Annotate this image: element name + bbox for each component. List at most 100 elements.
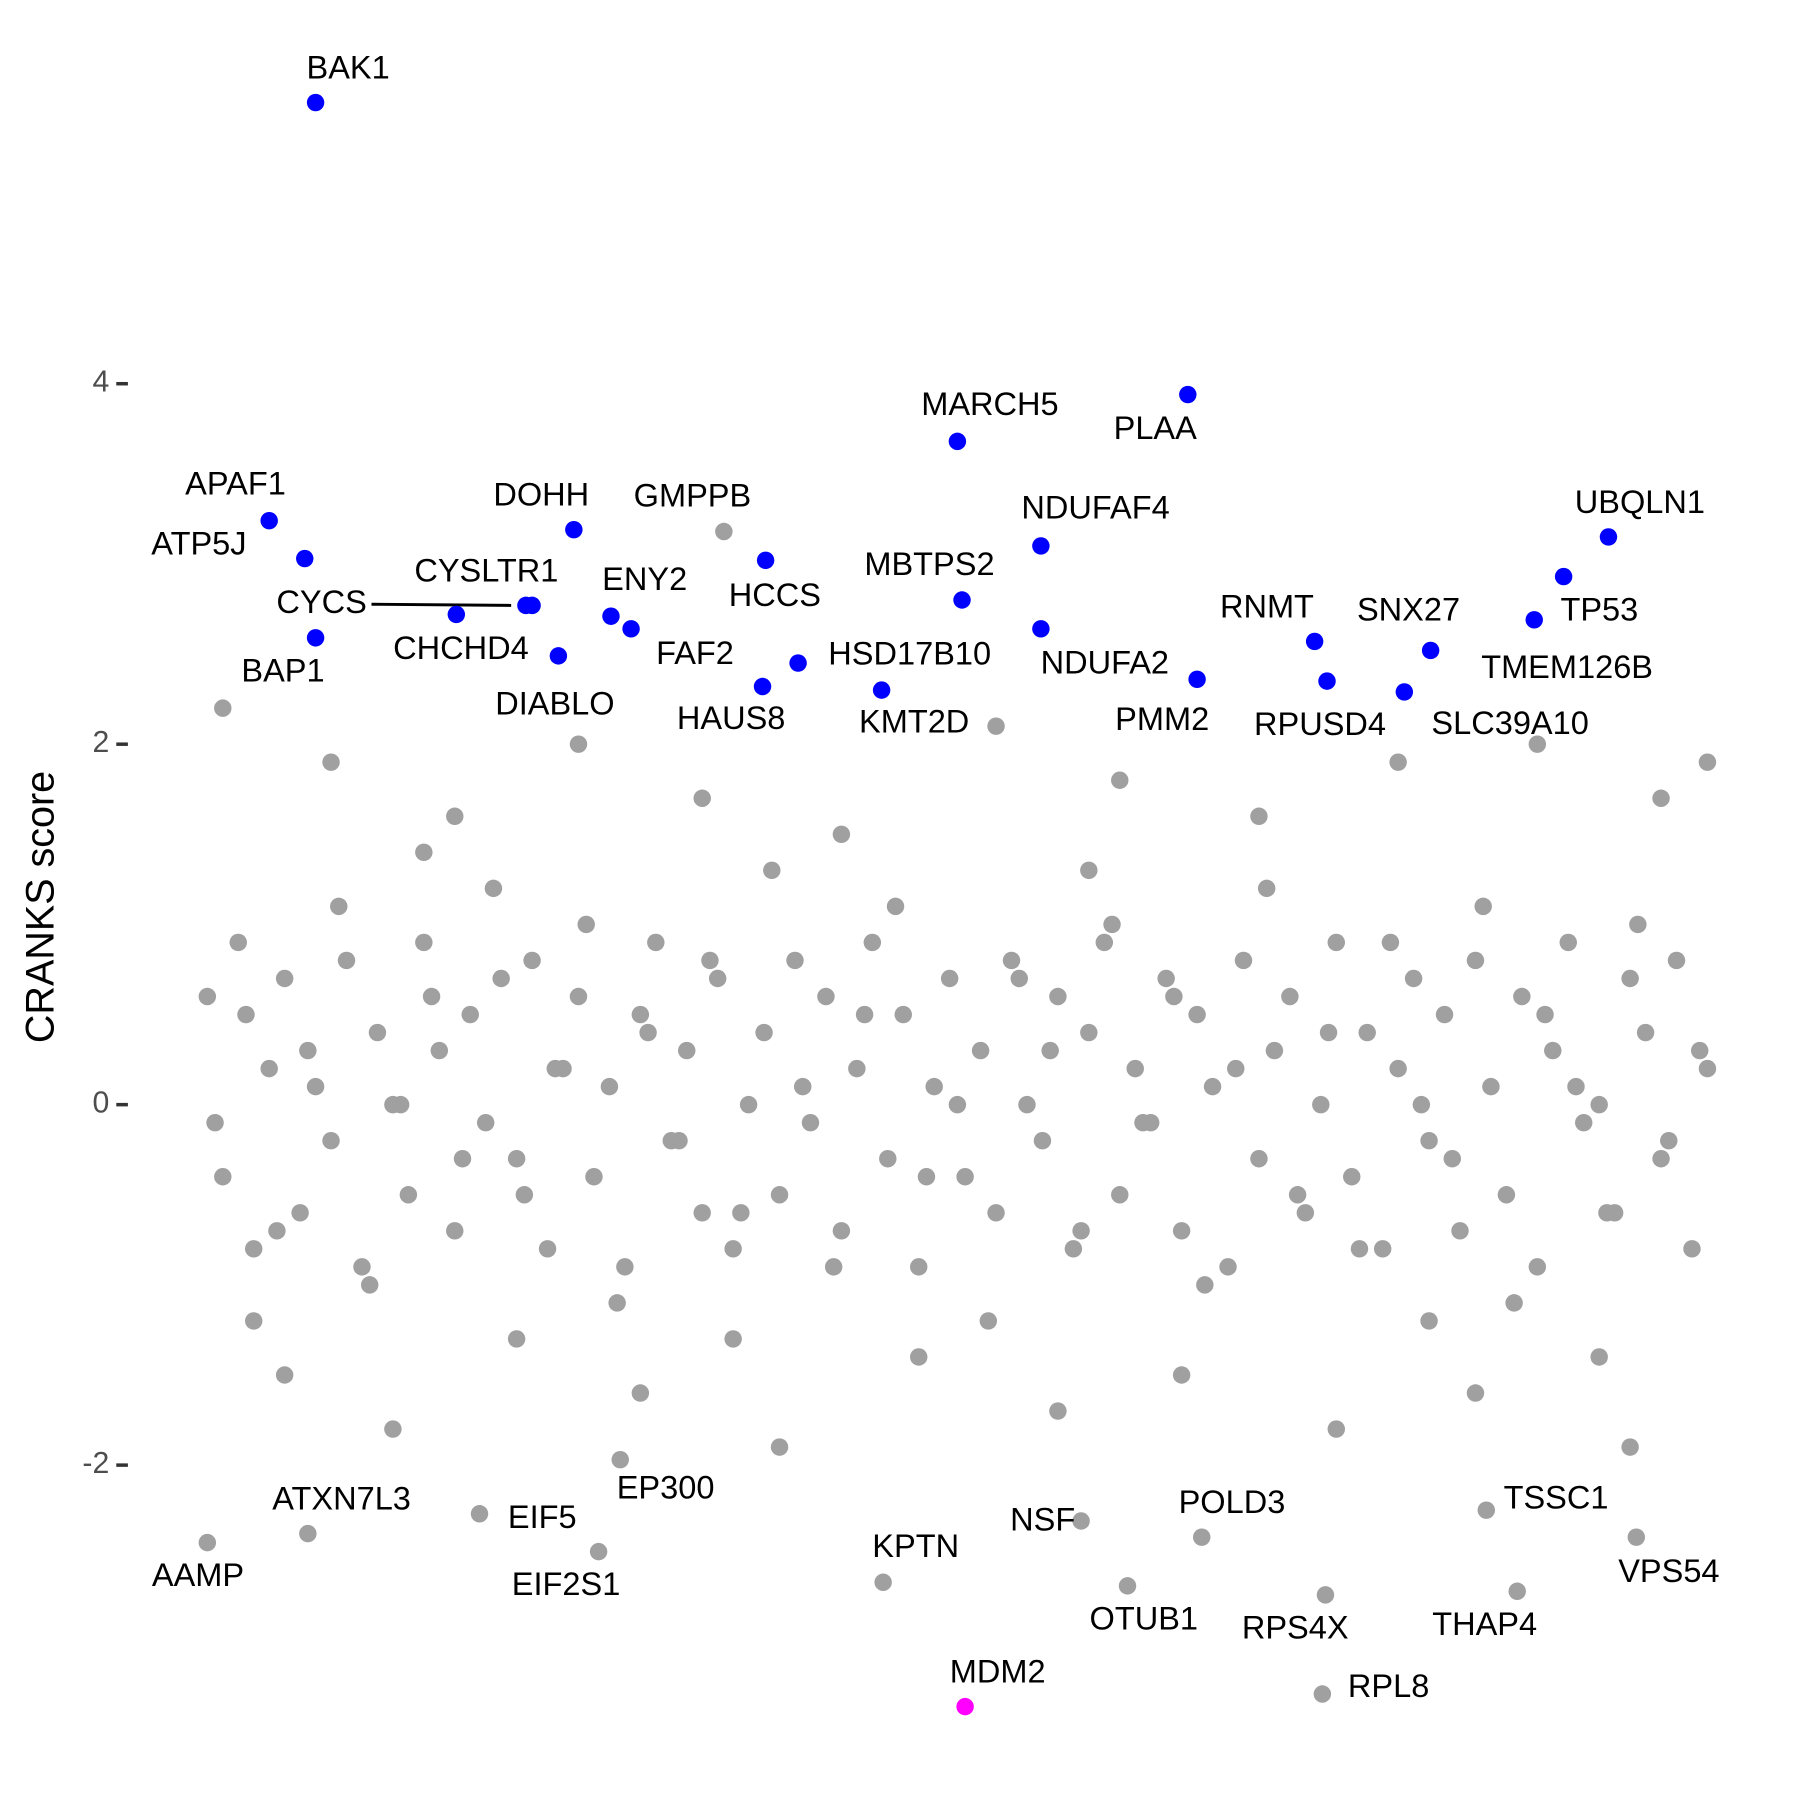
point (1305, 632, 1324, 651)
point (1358, 1023, 1376, 1042)
point (1033, 1131, 1052, 1150)
point (987, 1204, 1005, 1222)
point-label: NDUFAF4 (1021, 489, 1169, 525)
point (1373, 1240, 1392, 1258)
y-tick-label: 0 (92, 1087, 109, 1120)
point-label: BAP1 (241, 652, 324, 688)
point (1165, 987, 1183, 1006)
point (1660, 1131, 1678, 1150)
point-label: DIABLO (495, 685, 614, 721)
point (770, 1438, 789, 1456)
point (1698, 1059, 1717, 1078)
point (198, 987, 217, 1006)
point (453, 1150, 472, 1168)
point-label: FAF2 (656, 635, 734, 671)
point (1627, 1528, 1646, 1546)
point (1203, 1077, 1222, 1096)
point (330, 897, 348, 916)
y-axis-title: CRANKS score (18, 771, 62, 1043)
point (948, 432, 967, 451)
point (879, 1150, 897, 1168)
point (910, 1348, 928, 1366)
point (1599, 528, 1618, 546)
point (1172, 1222, 1191, 1240)
point (306, 93, 325, 112)
point (894, 1005, 912, 1024)
point (1575, 1113, 1593, 1132)
point (1590, 1348, 1608, 1366)
point (708, 969, 727, 988)
point (1032, 537, 1050, 555)
point (1193, 1528, 1211, 1546)
point (384, 1420, 402, 1438)
point (1343, 1168, 1361, 1186)
point-label: KMT2D (859, 703, 969, 739)
point-label: VPS54 (1618, 1553, 1719, 1589)
point (1080, 1023, 1098, 1042)
point (863, 933, 882, 952)
point (523, 951, 541, 970)
point (1621, 969, 1639, 988)
point (1234, 951, 1253, 970)
point-label: TSSC1 (1504, 1479, 1609, 1515)
point-label: CYSLTR1 (414, 552, 558, 588)
point (848, 1059, 866, 1078)
point (1667, 951, 1686, 970)
point (415, 933, 433, 952)
point (1002, 951, 1021, 970)
point (1250, 1150, 1268, 1168)
point (268, 1222, 286, 1240)
point-label: HCCS (729, 577, 821, 613)
point (461, 1005, 479, 1024)
point (763, 861, 781, 880)
point-label: DOHH (493, 477, 589, 513)
point (1072, 1512, 1090, 1530)
point (948, 1095, 967, 1114)
point (1064, 1240, 1083, 1258)
point (715, 522, 733, 541)
point (1318, 672, 1336, 690)
point (1528, 1258, 1547, 1276)
point-label: TMEM126B (1481, 649, 1653, 685)
point (1435, 1005, 1454, 1024)
point-label: EP300 (617, 1470, 715, 1506)
point (987, 717, 1005, 735)
point (1443, 1150, 1461, 1168)
point (1389, 1059, 1407, 1078)
point (515, 1186, 534, 1204)
point (260, 511, 278, 530)
point (299, 1524, 317, 1543)
point (724, 1240, 742, 1258)
point (507, 1330, 526, 1348)
point (275, 1366, 294, 1384)
point (1598, 1204, 1616, 1222)
point (296, 549, 314, 568)
point (1508, 1582, 1526, 1600)
point (824, 1258, 843, 1276)
point (917, 1168, 936, 1186)
point-label: SLC39A10 (1431, 705, 1588, 741)
point (1032, 620, 1050, 638)
point (832, 825, 851, 844)
point (585, 1168, 603, 1186)
point (1451, 1222, 1469, 1240)
point (1421, 641, 1440, 660)
point (353, 1258, 371, 1276)
point (1636, 1023, 1655, 1042)
point (1389, 753, 1407, 771)
point-label: RPUSD4 (1254, 706, 1386, 742)
point (306, 1077, 325, 1096)
point (602, 607, 620, 625)
point (874, 1573, 892, 1591)
point (517, 596, 535, 615)
point (600, 1077, 619, 1096)
point (1049, 987, 1067, 1006)
point (1188, 670, 1206, 689)
point-label: EIF2S1 (512, 1566, 621, 1602)
point (1281, 987, 1299, 1006)
point (368, 1023, 387, 1042)
point (422, 987, 441, 1006)
point (639, 1023, 657, 1042)
point (953, 591, 971, 609)
